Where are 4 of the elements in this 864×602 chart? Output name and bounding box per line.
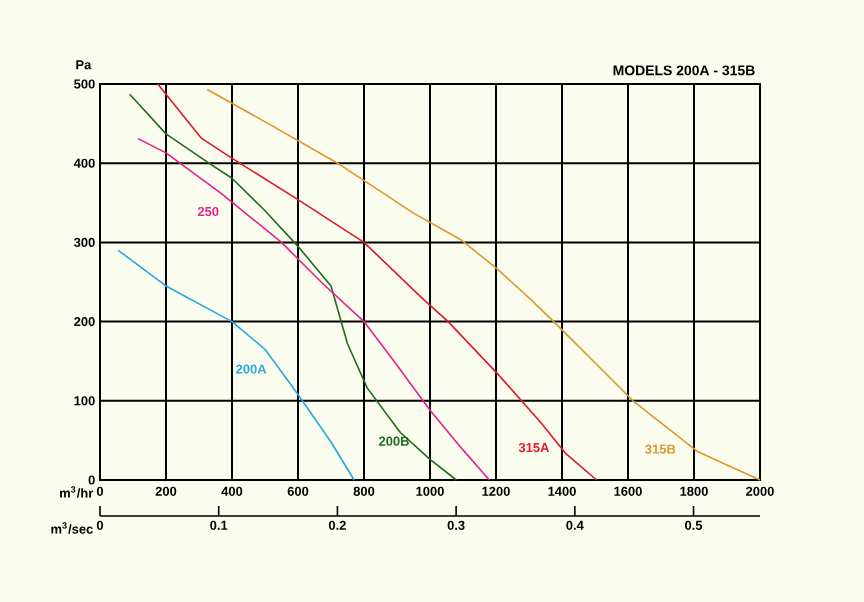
line-series <box>156 83 598 481</box>
line-series <box>117 249 355 481</box>
line-series <box>137 137 491 481</box>
line-series <box>128 93 458 481</box>
